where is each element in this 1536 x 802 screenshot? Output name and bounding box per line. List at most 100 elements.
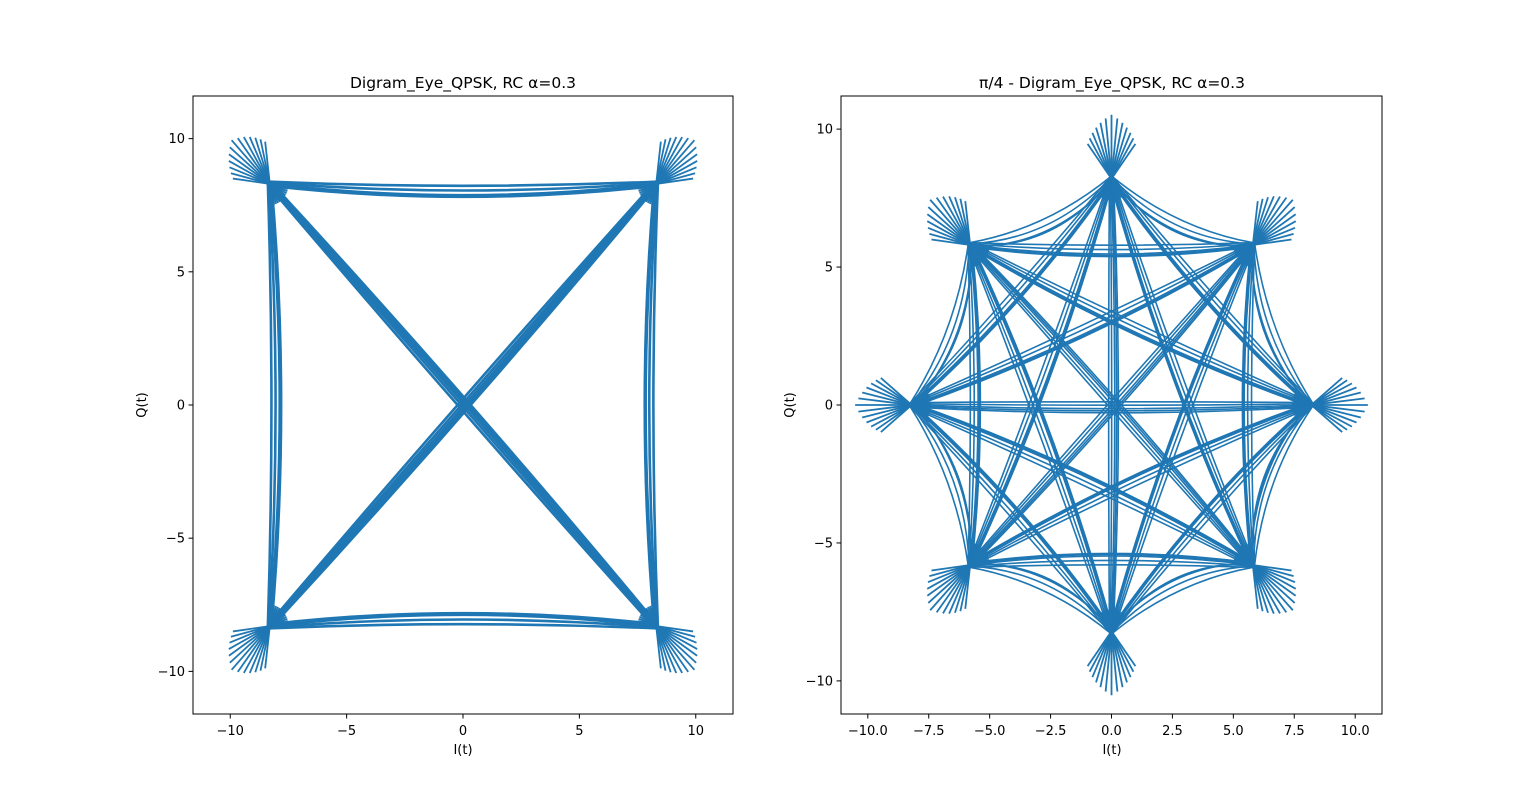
trajectory-line [912,246,1254,408]
constellation-spike [870,394,930,428]
constellation-spike [858,401,932,413]
y-tick-label: 0 [825,399,833,414]
constellation-spike [232,177,289,188]
constellation-spike [1086,613,1125,667]
trajectory-line [1253,405,1314,566]
constellation-spike [637,177,694,188]
constellation-spike [959,543,976,612]
x-tick-label: 10.0 [1341,724,1370,739]
trajectory-line [268,183,657,628]
constellation-spike [638,166,697,192]
constellation-spike [228,160,287,195]
constellation-spike [931,238,990,249]
trajectory-line [969,244,1312,406]
constellation-spike [1233,559,1294,577]
x-tick-label: −10 [217,724,244,739]
constellation-spike [929,233,990,251]
constellation-spike [1233,561,1292,572]
constellation-spike [1235,552,1297,597]
constellation-spike [954,196,978,267]
x-axis-label: I(t) [453,743,472,758]
trajectory-line [1242,244,1253,566]
trajectory-line [970,555,1253,566]
trajectory-line [910,244,970,406]
trajectory-line [910,405,1112,633]
constellation-spike [880,390,928,433]
subplot-qpsk: Digram_Eye_QPSK, RC α=0.3 −10 −5 0 5 10 −10−… [135,74,734,758]
trajectory-line [970,552,1253,564]
x-tick-label: 7.5 [1284,724,1305,739]
trajectory-lines [855,114,1368,696]
trajectory-line [1243,244,1254,566]
trajectory-line [969,177,1112,245]
constellation-spike [1098,613,1137,667]
constellation-spike [637,622,694,633]
constellation-spike [1091,610,1121,678]
constellation-spike [1098,143,1137,197]
constellation-spike [1243,196,1275,266]
trajectory-line [968,245,1253,567]
constellation-spike [1243,544,1275,614]
constellation-spike [649,605,672,673]
trajectory-line [970,242,1255,565]
trajectory-line [970,242,1313,404]
constellation-spike [870,382,930,416]
x-tick-label: 5.0 [1223,724,1244,739]
constellation-spike [1247,543,1264,612]
trajectory-line [1109,179,1253,566]
trajectory-line [1241,244,1252,566]
trajectory-line [969,244,979,566]
constellation-spike [228,153,287,197]
constellation-spike [1293,382,1353,416]
constellation-spike [964,543,974,609]
trajectory-line [267,184,656,629]
constellation-spike [650,605,667,671]
constellation-spike [880,377,928,420]
trajectory-line [911,403,1113,632]
x-tick-label: 5 [575,724,583,739]
constellation-spike [1102,132,1132,200]
constellation-spike [1295,390,1343,433]
constellation-spike [1234,226,1296,254]
constellation-spike [1247,198,1264,267]
trajectory-line [967,245,1111,633]
trajectory-line [1111,177,1254,245]
constellation-spike [861,399,931,419]
trajectory-line [1111,175,1254,244]
constellation-spike [1249,543,1259,609]
trajectory-line [971,179,1114,567]
trajectory-line [968,178,1112,565]
y-tick-label: −10 [806,674,833,689]
chart-title: π/4 - Digram_Eye_QPSK, RC α=0.3 [979,74,1245,93]
constellation-spike [1102,610,1132,678]
constellation-spike [1249,201,1259,267]
x-axis-ticks: −10 −5 0 5 10 [217,714,704,739]
trajectory-line [1250,244,1256,566]
x-tick-label: −7.5 [913,724,945,739]
constellation-spike [1233,238,1292,249]
trajectory-line [1110,178,1116,632]
trajectory-line [1246,244,1255,566]
trajectory-line [911,244,1254,406]
constellation-spike [639,615,698,650]
constellation-spike [1292,386,1357,413]
trajectory-line [910,243,1253,405]
trajectory-line [912,402,1114,631]
trajectory-line [644,183,658,627]
constellation-spike [1095,610,1119,683]
constellation-spike [652,604,662,669]
x-tick-label: −5 [337,724,356,739]
constellation-spike [926,220,989,256]
trajectory-line [911,404,1254,566]
subplot-pi4-qpsk: π/4 - Digram_Eye_QPSK, RC α=0.3 −10.0 −7.… [783,74,1383,758]
constellation-spike [264,604,274,669]
x-axis-ticks: −10.0 −7.5 −5.0 −2.5 0.0 2.5 5.0 7.5 10.0 [848,714,1370,739]
constellation-spike [1294,379,1348,418]
trajectory-line [1109,244,1253,631]
trajectory-line [266,183,273,627]
constellation-spike [1235,213,1297,258]
trajectory-line [909,243,970,405]
trajectory-line [970,244,981,566]
constellation-spike [866,397,931,424]
trajectory-line [1110,178,1254,566]
